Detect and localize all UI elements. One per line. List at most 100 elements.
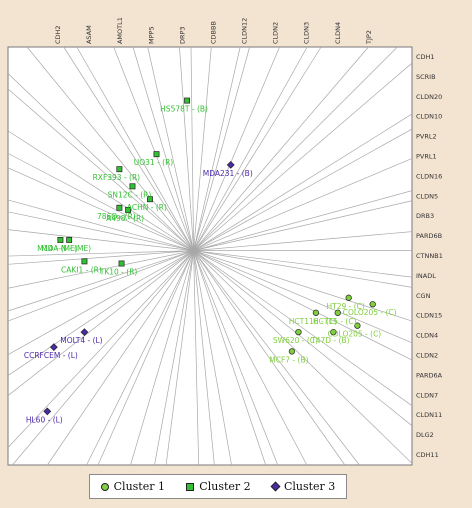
point-label: SN12C - (R) xyxy=(108,190,152,199)
variable-labels: CDH2 ASAM AMOTL1 MPP5 DRP3 CDBBB CLDN12 CLDN2 CL… xyxy=(54,17,443,459)
point-marker xyxy=(66,236,73,243)
vector-line xyxy=(193,250,267,466)
top-variable-label: ASAM xyxy=(85,25,93,44)
point-marker xyxy=(116,204,123,211)
point-label: T47D - (B) xyxy=(310,336,349,345)
vector-line xyxy=(193,128,413,251)
vector-line xyxy=(7,88,194,251)
vector-line xyxy=(179,46,194,251)
point-label: HT29 - (C) xyxy=(327,302,365,311)
vector-line xyxy=(7,250,194,257)
vector-line xyxy=(193,250,413,278)
vector-line xyxy=(193,46,398,251)
point-marker xyxy=(125,206,132,213)
vector-line xyxy=(193,46,280,251)
vector-line xyxy=(7,250,194,448)
top-variable-label: AMOTL1 xyxy=(116,17,124,44)
vector-line xyxy=(193,46,241,251)
top-variable-label: CLDN12 xyxy=(241,18,249,44)
vector-line xyxy=(193,113,413,251)
point-label: ACHN - (R) xyxy=(127,203,167,212)
point-marker xyxy=(345,294,352,301)
right-variable-label: PVRL2 xyxy=(416,133,437,141)
vector-line xyxy=(76,46,194,251)
right-variable-label: INADL xyxy=(416,272,436,280)
point-label: UO31 - (R) xyxy=(134,158,174,167)
right-variable-label: CGN xyxy=(416,292,431,300)
right-variable-label: CLDN11 xyxy=(416,411,442,419)
right-variable-label: CLDN10 xyxy=(416,113,442,121)
legend-label: Cluster 3 xyxy=(283,480,336,493)
vector-line xyxy=(193,62,413,251)
legend-item-cluster-3: Cluster 3 xyxy=(270,480,336,493)
point-label: CDLO205 - (C) xyxy=(328,330,382,339)
vector-line xyxy=(7,250,194,356)
top-variable-label: CDBBB xyxy=(209,21,217,44)
vector-line xyxy=(193,190,413,251)
point-marker xyxy=(226,161,235,169)
right-variable-label: CLDN16 xyxy=(416,172,442,180)
point-marker xyxy=(49,343,58,351)
vector-line xyxy=(193,250,200,466)
vector-line xyxy=(7,153,194,251)
top-variable-label: TJP2 xyxy=(365,30,373,45)
vector-line xyxy=(97,250,194,466)
point-label: SW620 - (C) xyxy=(273,336,318,345)
point-label: HCT15 - (C) xyxy=(313,317,357,326)
vector-line xyxy=(7,211,194,251)
point-label: CAKI1 - (R) xyxy=(61,265,102,274)
vector-line xyxy=(193,46,212,251)
point-marker xyxy=(184,97,191,104)
circle-marker-icon xyxy=(100,482,109,491)
vector-line xyxy=(193,250,346,466)
vector-line xyxy=(7,250,194,265)
point-label: RXF393 - (R) xyxy=(93,173,141,182)
right-variable-label: SCRIB xyxy=(416,73,436,81)
point-marker xyxy=(80,328,89,336)
right-variable-label: CLDN2 xyxy=(416,352,438,360)
right-variable-label: CLDN5 xyxy=(416,192,438,200)
point-label: CCRFCEM - (L) xyxy=(24,351,78,360)
vector-line xyxy=(193,250,413,426)
vector-line xyxy=(193,250,360,466)
point-marker xyxy=(334,309,341,316)
point-label: A498 - (R) xyxy=(106,214,144,223)
sample-points xyxy=(43,97,376,416)
vector-line xyxy=(7,130,194,251)
vector-line xyxy=(7,229,194,251)
point-label: MDA231 - (B) xyxy=(203,169,253,178)
right-variable-label: CLDN7 xyxy=(416,391,438,399)
top-variable-label: CLDN2 xyxy=(272,22,280,44)
point-marker xyxy=(129,183,136,190)
right-variable-label: CLDN15 xyxy=(416,312,442,320)
vector-line xyxy=(7,167,194,251)
point-marker xyxy=(330,328,337,336)
vector-line xyxy=(193,250,413,322)
vector-line xyxy=(193,250,279,466)
vector-line xyxy=(147,46,194,251)
vector-line xyxy=(86,250,194,466)
vector-line xyxy=(193,250,413,464)
point-marker xyxy=(153,151,160,158)
top-variable-label: DRP3 xyxy=(178,26,186,44)
point-marker xyxy=(288,348,296,355)
right-variable-label: DRB3 xyxy=(416,212,434,220)
right-variable-label: CLDN20 xyxy=(416,93,442,101)
vector-line xyxy=(193,250,215,466)
vector-line xyxy=(193,158,413,251)
vector-line xyxy=(193,231,413,251)
variable-vectors xyxy=(7,46,413,466)
sample-labels: HT29 - (C)COLO205 - (C) HCT116 - (C)HCT15… xyxy=(24,105,397,425)
point-marker xyxy=(354,322,361,329)
vector-line xyxy=(130,250,194,466)
vector-line xyxy=(7,250,194,289)
vector-line xyxy=(193,250,413,344)
point-marker xyxy=(312,309,320,316)
point-marker xyxy=(116,166,123,173)
point-marker xyxy=(295,328,302,336)
vector-line xyxy=(7,250,194,376)
legend-item-cluster-2: Cluster 2 xyxy=(186,480,251,493)
diamond-marker-icon xyxy=(270,481,281,492)
